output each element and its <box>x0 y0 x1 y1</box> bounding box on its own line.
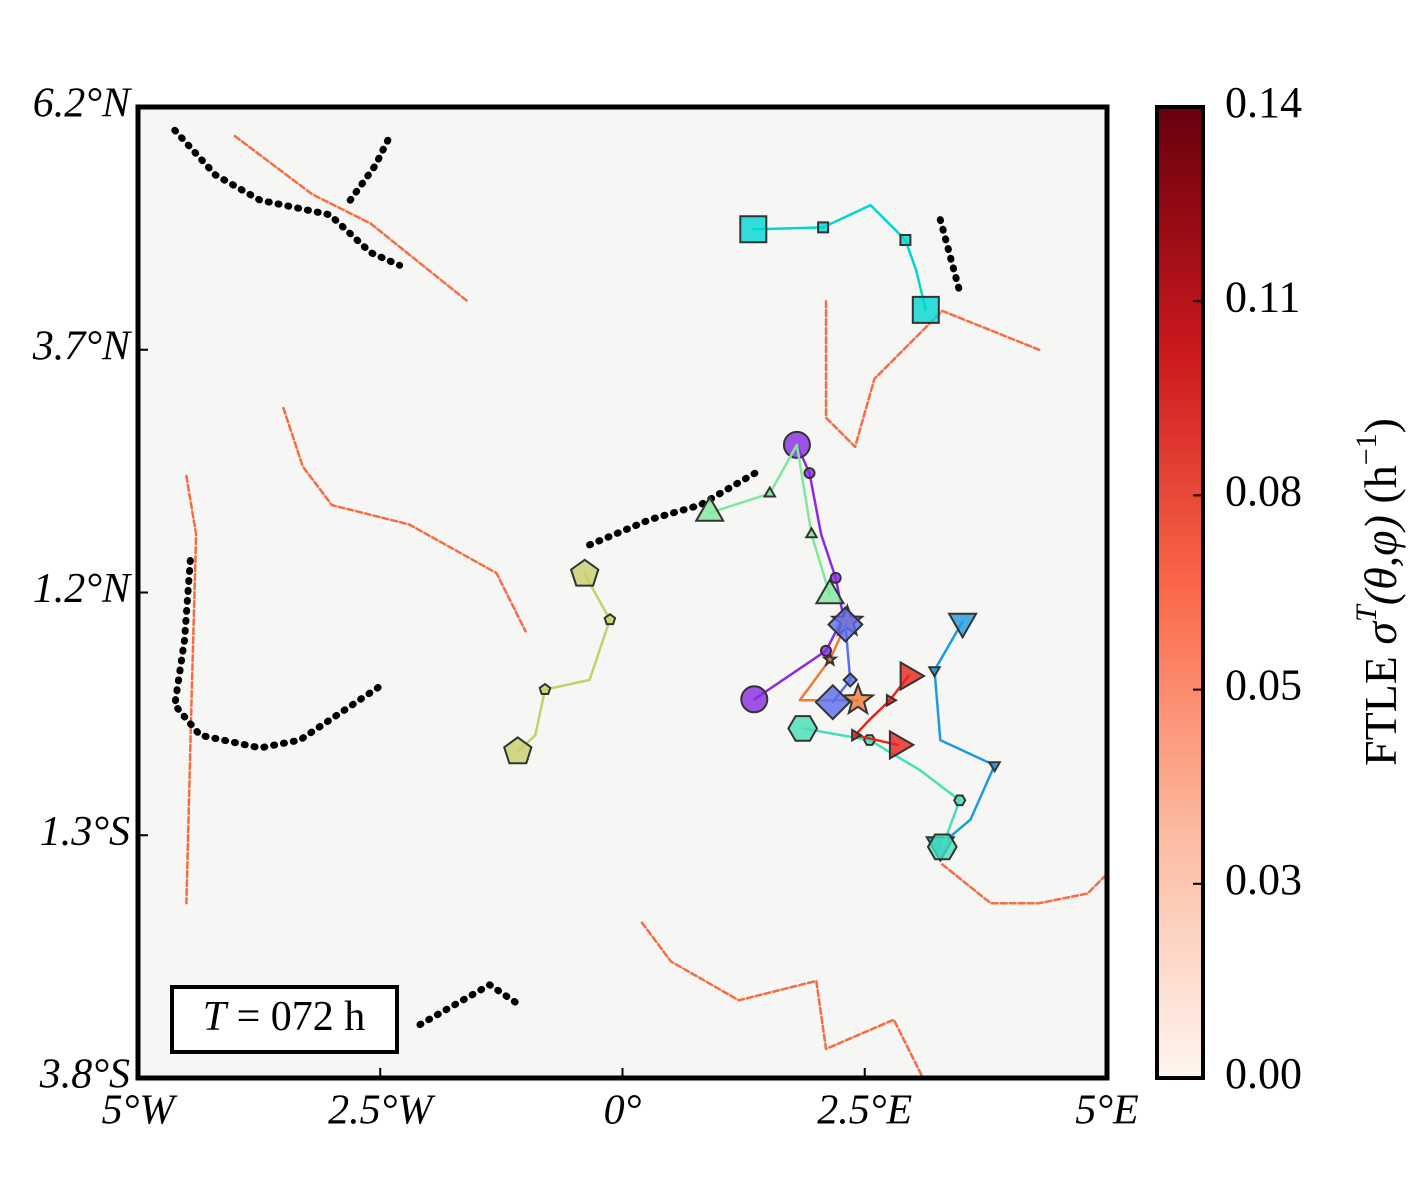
marker <box>842 671 859 688</box>
y-tick-label: 3.7°N <box>32 323 132 369</box>
ridge <box>640 921 925 1078</box>
marker <box>829 571 842 584</box>
marker <box>569 558 600 587</box>
marker <box>740 685 769 714</box>
marker <box>503 736 533 765</box>
marker <box>603 612 617 626</box>
trajectory <box>708 443 832 597</box>
trajectory <box>516 572 612 753</box>
x-tick-label: 2.5°W <box>328 1088 436 1134</box>
colorbar-close: ) <box>1355 418 1406 433</box>
x-tick-label: 5°E <box>1075 1088 1138 1134</box>
ridge <box>941 863 1107 905</box>
y-tick-label: 1.2°N <box>33 566 132 612</box>
colorbar-symbol: σ <box>1355 620 1406 645</box>
ridge <box>824 299 1041 449</box>
colorbar-tick-label: 0.14 <box>1225 78 1302 127</box>
ridge <box>416 981 524 1029</box>
annotation-label: = 072 h <box>237 994 366 1040</box>
ridge <box>233 134 469 303</box>
colorbar-name: FTLE <box>1355 656 1406 766</box>
x-tick-label: 2.5°E <box>817 1088 912 1134</box>
trajectory <box>801 727 961 849</box>
marker <box>804 526 819 539</box>
ridge <box>936 216 965 299</box>
marker <box>927 666 942 679</box>
marker <box>911 295 940 324</box>
colorbar-tick-label: 0.11 <box>1225 272 1300 321</box>
marker <box>899 234 912 246</box>
colorbar-unit-sup: −1 <box>1350 433 1383 465</box>
marker <box>987 761 1002 774</box>
colorbar-tick-label: 0.00 <box>1225 1049 1302 1098</box>
colorbar-unit: (h <box>1355 465 1406 503</box>
colorbar <box>1155 105 1205 1080</box>
ridge <box>586 466 764 549</box>
marker <box>947 612 978 640</box>
x-tick-label: 5°W <box>102 1088 179 1134</box>
colorbar-tick-label: 0.08 <box>1225 466 1302 515</box>
x-tick-label: 0° <box>604 1088 642 1134</box>
plot-background <box>138 107 1107 1078</box>
marker <box>762 485 777 498</box>
marker <box>953 794 967 807</box>
marker <box>888 729 916 761</box>
marker <box>851 728 864 743</box>
y-tick-label: 1.3°S <box>40 809 130 855</box>
marker <box>538 682 552 695</box>
marker <box>885 693 898 708</box>
ridge <box>171 126 404 269</box>
colorbar-sup: T <box>1350 603 1383 622</box>
ridge <box>185 474 198 905</box>
trajectory <box>752 203 928 312</box>
trajectory <box>853 674 910 747</box>
annotation-text: T = 072 h <box>203 994 366 1040</box>
colorbar-tick-label: 0.03 <box>1225 855 1302 904</box>
colorbar-tick-label: 0.05 <box>1225 661 1302 710</box>
marker <box>803 467 816 480</box>
marker <box>739 215 768 244</box>
y-tick-label: 6.2°N <box>33 81 132 127</box>
marker <box>827 606 864 643</box>
annotation: T = 072 h <box>170 985 399 1054</box>
marker <box>926 833 958 861</box>
marker <box>814 577 846 605</box>
colorbar-args: (θ,φ) <box>1355 515 1406 605</box>
plot-area <box>171 126 1107 1078</box>
marker <box>821 650 839 667</box>
trajectory <box>933 620 996 847</box>
marker <box>817 221 830 234</box>
ridge <box>171 557 389 752</box>
marker <box>840 681 876 716</box>
marker <box>787 715 819 742</box>
y-tick-label: 3.8°S <box>39 1052 130 1098</box>
ridge <box>346 132 394 204</box>
marker <box>899 660 927 692</box>
marker <box>819 644 832 657</box>
ridge <box>282 406 527 633</box>
annotation-box <box>170 985 399 1054</box>
marker <box>694 495 725 522</box>
colorbar-label: FTLE σT(θ,φ) (h−1) <box>1350 418 1406 766</box>
annotation-symbol: T <box>203 994 229 1040</box>
marker <box>814 683 852 721</box>
